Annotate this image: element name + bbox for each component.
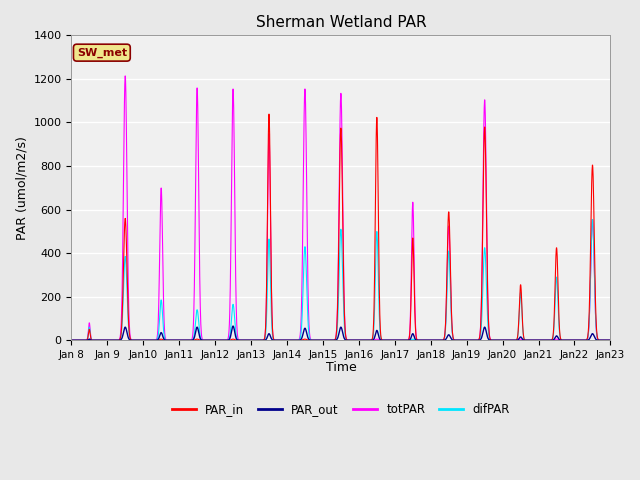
PAR_in <box>298 337 305 343</box>
difPAR <box>68 337 76 343</box>
PAR_out <box>275 337 282 343</box>
PAR_in <box>275 337 282 343</box>
totPAR <box>275 337 282 343</box>
PAR_out <box>298 336 305 341</box>
PAR_in <box>161 337 169 343</box>
Legend: PAR_in, PAR_out, totPAR, difPAR: PAR_in, PAR_out, totPAR, difPAR <box>167 398 515 420</box>
X-axis label: Time: Time <box>326 361 356 374</box>
totPAR <box>161 334 169 339</box>
totPAR <box>607 337 614 343</box>
totPAR <box>538 337 546 343</box>
PAR_out <box>596 337 604 343</box>
PAR_in <box>596 337 604 343</box>
difPAR <box>161 336 169 342</box>
PAR_out <box>68 337 76 343</box>
PAR_in <box>129 337 137 343</box>
difPAR <box>298 326 305 332</box>
difPAR <box>274 337 282 343</box>
Y-axis label: PAR (umol/m2/s): PAR (umol/m2/s) <box>15 136 28 240</box>
PAR_out <box>161 337 169 343</box>
totPAR <box>596 337 604 343</box>
Line: difPAR: difPAR <box>72 219 611 340</box>
PAR_out <box>538 337 546 343</box>
totPAR <box>122 73 129 79</box>
difPAR <box>607 337 614 343</box>
Title: Sherman Wetland PAR: Sherman Wetland PAR <box>255 15 426 30</box>
PAR_in <box>607 337 614 343</box>
PAR_out <box>129 337 137 343</box>
difPAR <box>589 216 596 222</box>
totPAR <box>68 337 76 343</box>
PAR_out <box>229 323 237 329</box>
PAR_in <box>68 337 76 343</box>
totPAR <box>298 299 305 304</box>
difPAR <box>129 337 137 343</box>
Line: totPAR: totPAR <box>72 76 611 340</box>
PAR_out <box>607 337 614 343</box>
Line: PAR_out: PAR_out <box>72 326 611 340</box>
Text: SW_met: SW_met <box>77 48 127 58</box>
PAR_in <box>265 111 273 117</box>
difPAR <box>596 337 604 343</box>
difPAR <box>538 337 545 343</box>
Line: PAR_in: PAR_in <box>72 114 611 340</box>
PAR_in <box>538 337 546 343</box>
totPAR <box>129 337 137 343</box>
